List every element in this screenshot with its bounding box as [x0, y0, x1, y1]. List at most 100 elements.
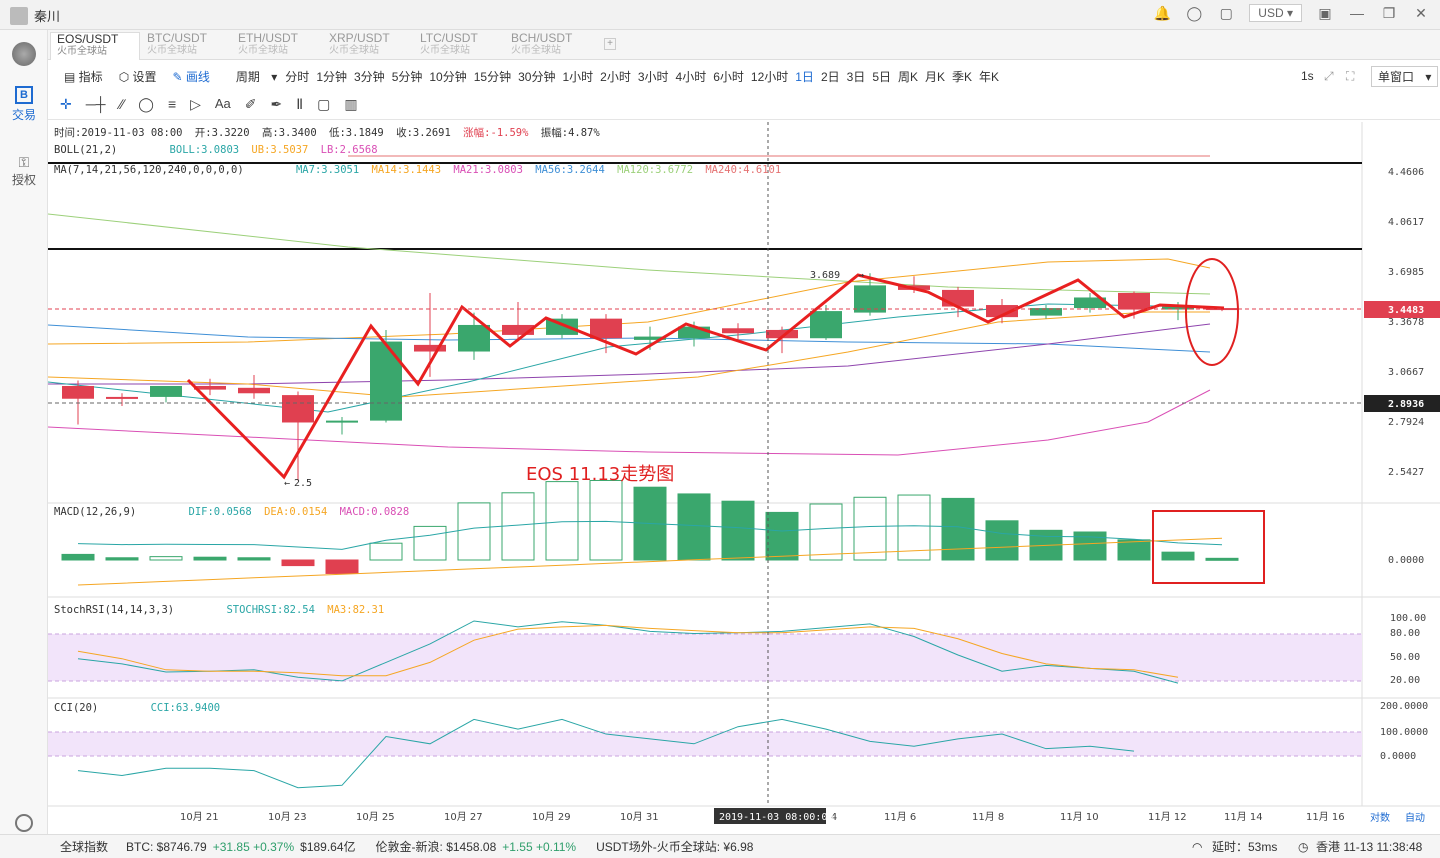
ruler-icon[interactable]: ✐: [244, 96, 257, 112]
tab-eos[interactable]: EOS/USDT 火币全球站: [50, 32, 140, 60]
period-dropdown[interactable]: 周期 ▾: [235, 69, 278, 84]
tab-exchange: 火币全球站: [147, 45, 197, 56]
sidebar-item-auth[interactable]: ⚿ 授权: [0, 154, 48, 188]
period-item[interactable]: 6小时: [713, 69, 744, 84]
tab-ltc[interactable]: LTC/USDT 火币全球站: [414, 32, 504, 60]
circle-icon[interactable]: ◯: [138, 96, 154, 112]
lock-icon[interactable]: ▢: [317, 96, 331, 112]
minimize-icon[interactable]: —: [1350, 5, 1364, 21]
candle-body: [766, 329, 798, 339]
macd-legend: MACD(12,26,9) DIF:0.0568 DEA:0.0154 MACD…: [54, 506, 409, 518]
macd-bar: [1161, 551, 1195, 561]
boll-value: BOLL:3.0803: [170, 144, 240, 156]
tab-exchange: 火币全球站: [57, 46, 107, 57]
trash-icon[interactable]: ▥: [344, 96, 358, 112]
layout-icon[interactable]: ▣: [1318, 4, 1332, 21]
period-item[interactable]: 5日: [872, 69, 891, 84]
info-open: 开:3.3220: [195, 127, 250, 139]
tab-pair: EOS/USDT: [57, 32, 119, 46]
auto-button[interactable]: 自动: [1405, 811, 1425, 824]
tab-bch[interactable]: BCH/USDT 火币全球站: [505, 32, 595, 60]
high-label: 3.689: [810, 270, 840, 281]
settings-gear-icon[interactable]: [0, 814, 48, 832]
period-item[interactable]: 30分钟: [518, 69, 556, 84]
ma-name: MA(7,14,21,56,120,240,0,0,0,0): [54, 164, 244, 176]
fullscreen-icon[interactable]: ⤢: [1324, 68, 1334, 83]
ma7-line: [48, 303, 1211, 413]
window-select[interactable]: 单窗口 ▾: [1371, 65, 1439, 87]
settings-button[interactable]: ⬡ 设置: [118, 69, 157, 84]
sidebar-item-trade[interactable]: B 交易: [0, 86, 48, 123]
period-item[interactable]: 2小时: [600, 69, 631, 84]
pattern-icon[interactable]: ▷: [190, 96, 201, 112]
tab-btc[interactable]: BTC/USDT 火币全球站: [141, 32, 231, 60]
ma240: MA240:4.6101: [705, 164, 781, 176]
date-tick: 11月 10: [1060, 811, 1099, 823]
period-item[interactable]: 1日: [795, 69, 814, 84]
user-name: 秦川: [34, 9, 61, 24]
screenshot-icon[interactable]: ⛶: [1346, 68, 1355, 83]
period-item[interactable]: 4小时: [675, 69, 707, 84]
log-button[interactable]: 对数: [1370, 811, 1390, 824]
price-tick: 4.0617: [1388, 217, 1424, 228]
eraser-icon[interactable]: ✒: [270, 96, 283, 112]
date-tick: 10月 27: [444, 811, 483, 823]
status-bar: 全球指数 BTC: $8746.79 +31.85 +0.37% $189.64…: [0, 834, 1440, 858]
info-close: 收:3.2691: [396, 126, 451, 139]
period-item[interactable]: 年K: [979, 69, 1000, 84]
period-item[interactable]: 分时: [285, 69, 310, 84]
date-tick: 10月 23: [268, 811, 307, 823]
candle-body: [854, 285, 886, 313]
period-item[interactable]: 季K: [952, 69, 973, 84]
period-item[interactable]: 月K: [925, 69, 946, 84]
period-item[interactable]: 2日: [820, 69, 840, 84]
macd-bar: [457, 502, 491, 561]
period-item[interactable]: 12小时: [750, 69, 789, 84]
period-item[interactable]: 1小时: [562, 69, 594, 84]
draw-button[interactable]: ✎ 画线: [172, 69, 210, 84]
restore-icon[interactable]: ❐: [1382, 4, 1396, 21]
add-tab-button[interactable]: +: [604, 38, 616, 50]
period-item[interactable]: 周K: [898, 69, 919, 84]
tab-eth[interactable]: ETH/USDT 火币全球站: [232, 32, 322, 60]
trend-line-icon[interactable]: ∕∕: [119, 96, 125, 112]
crosshair-date: 2019-11-03 08:00:00: [719, 812, 833, 823]
cci-tick: 200.0000: [1380, 701, 1428, 712]
period-item[interactable]: 5分钟: [391, 69, 423, 84]
indicator-button[interactable]: ▤ 指标: [64, 69, 103, 84]
magnet-icon[interactable]: Ⅱ: [296, 96, 304, 112]
stoch-k: STOCHRSI:82.54: [226, 604, 315, 616]
user-info[interactable]: 秦川: [10, 6, 60, 25]
info-high: 高:3.3400: [262, 126, 317, 139]
text-icon[interactable]: Aa: [214, 96, 231, 111]
close-icon[interactable]: ✕: [1415, 4, 1427, 21]
stoch-legend: StochRSI(14,14,3,3) STOCHRSI:82.54 MA3:8…: [54, 604, 384, 616]
period-item[interactable]: 3日: [846, 69, 866, 84]
period-item[interactable]: 3分钟: [354, 69, 385, 84]
period-item[interactable]: 3小时: [637, 69, 669, 84]
bell-icon[interactable]: 🔔: [1153, 4, 1172, 21]
chart-area[interactable]: EOS 11.13走势图 3.689 → 2.5 ← 4.4606 4.0617 3…: [48, 122, 1440, 834]
macd-bar: [985, 520, 1019, 561]
crosshair-date-tag: [714, 808, 826, 824]
shirt-icon[interactable]: ▢: [1219, 4, 1233, 21]
horizontal-line-icon[interactable]: ─┼: [85, 96, 106, 112]
period-item[interactable]: 1分钟: [316, 69, 347, 84]
ma56-line: [48, 324, 1211, 353]
info-change: 涨幅:-1.59%: [463, 126, 529, 139]
macd-bar: [853, 496, 887, 561]
currency-select[interactable]: USD ▾: [1249, 4, 1302, 22]
chat-icon[interactable]: ◯: [1186, 4, 1203, 21]
info-amp: 振幅:4.87%: [541, 126, 601, 139]
crosshair-icon[interactable]: ✛: [60, 96, 72, 112]
fib-icon[interactable]: ≡: [167, 96, 177, 112]
period-item[interactable]: 10分钟: [429, 69, 467, 84]
tab-xrp[interactable]: XRP/USDT 火币全球站: [323, 32, 413, 60]
tab-pair: BTC/USDT: [147, 31, 207, 45]
macd-tick: 0.0000: [1388, 555, 1424, 566]
period-item[interactable]: 15分钟: [473, 69, 512, 84]
candle-body: [62, 385, 94, 399]
global-index[interactable]: 全球指数: [60, 840, 109, 854]
date-tick: 10月 21: [180, 811, 219, 823]
info-low: 低:3.1849: [329, 126, 384, 139]
